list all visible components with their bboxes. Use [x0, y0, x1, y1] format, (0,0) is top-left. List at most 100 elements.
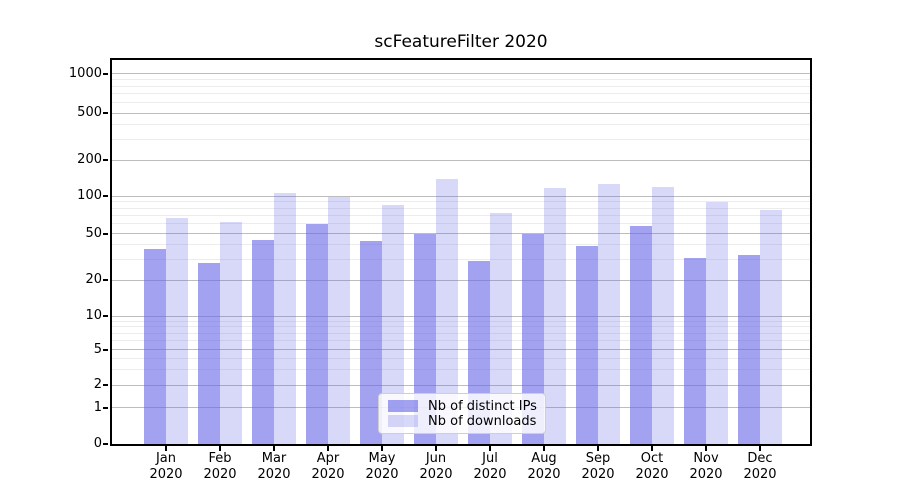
- minor-gridline: [112, 244, 810, 246]
- y-tick-mark: [103, 443, 108, 445]
- y-tick-label: 2: [93, 377, 102, 392]
- bar-distinct-ips: [252, 240, 274, 444]
- minor-gridline: [112, 85, 810, 87]
- bar-downloads: [490, 213, 512, 444]
- minor-gridline: [112, 357, 810, 359]
- minor-gridline: [112, 368, 810, 370]
- x-tick-mark: [597, 446, 599, 451]
- minor-gridline: [112, 138, 810, 140]
- x-tick-mark: [327, 446, 329, 451]
- bar-downloads: [760, 210, 782, 444]
- y-tick-label: 50: [85, 225, 102, 241]
- x-tick-label: Jan 2020: [149, 451, 183, 482]
- x-tick-mark: [219, 446, 221, 451]
- y-tick-mark: [103, 72, 108, 75]
- major-gridline: [112, 195, 810, 197]
- x-tick-mark: [381, 446, 383, 451]
- y-tick-label: 500: [77, 105, 102, 120]
- major-gridline: [112, 279, 810, 281]
- bar-distinct-ips: [306, 223, 328, 444]
- x-tick-mark: [651, 446, 653, 451]
- y-tick-mark: [103, 315, 108, 317]
- bar-distinct-ips: [360, 241, 382, 444]
- chart-title: scFeatureFilter 2020: [374, 32, 548, 52]
- y-tick-label: 20: [85, 272, 102, 287]
- minor-gridline: [112, 258, 810, 260]
- major-gridline: [112, 159, 810, 161]
- bar-downloads: [274, 192, 296, 444]
- bar-distinct-ips: [522, 233, 544, 444]
- y-tick-label: 0: [93, 436, 102, 451]
- plot-area: Nb of distinct IPs Nb of downloads: [110, 58, 812, 446]
- bar-distinct-ips: [684, 257, 706, 444]
- minor-gridline: [112, 320, 810, 322]
- legend-label-downloads: Nb of downloads: [428, 413, 537, 429]
- y-tick-mark: [103, 406, 108, 409]
- x-tick-label: Nov 2020: [689, 451, 723, 482]
- minor-gridline: [112, 214, 810, 216]
- x-tick-label: Jun 2020: [419, 451, 453, 482]
- x-tick-label: May 2020: [365, 451, 399, 482]
- x-tick-mark: [273, 446, 275, 451]
- y-tick-label: 200: [77, 152, 102, 167]
- legend-label-distinct-ips: Nb of distinct IPs: [428, 398, 537, 414]
- y-tick-mark: [103, 384, 108, 386]
- bar-distinct-ips: [738, 254, 760, 444]
- minor-gridline: [112, 326, 810, 328]
- minor-gridline: [112, 340, 810, 342]
- bar-downloads: [652, 187, 674, 444]
- bar-distinct-ips: [198, 262, 220, 444]
- minor-gridline: [112, 102, 810, 104]
- y-tick-label: 1: [93, 399, 102, 415]
- minor-gridline: [112, 79, 810, 80]
- y-tick-label: 100: [77, 188, 102, 203]
- bar-distinct-ips: [630, 226, 652, 444]
- legend-swatch-distinct-ips: [388, 400, 418, 412]
- y-tick-mark: [103, 232, 108, 235]
- bar-downloads: [220, 221, 242, 444]
- y-tick-mark: [103, 279, 108, 281]
- major-gridline: [112, 112, 810, 114]
- legend-item-distinct-ips: Nb of distinct IPs: [388, 398, 537, 414]
- minor-gridline: [112, 332, 810, 334]
- legend-item-downloads: Nb of downloads: [388, 413, 537, 429]
- x-tick-mark: [705, 446, 707, 451]
- minor-gridline: [112, 201, 810, 203]
- x-tick-label: Oct 2020: [635, 451, 669, 482]
- y-tick-label: 1000: [68, 65, 102, 81]
- minor-gridline: [112, 207, 810, 209]
- bar-downloads: [598, 184, 620, 444]
- bar-distinct-ips: [576, 246, 598, 444]
- x-tick-mark: [435, 446, 437, 451]
- major-gridline: [112, 384, 810, 386]
- bar-downloads: [166, 218, 188, 444]
- x-tick-label: Jul 2020: [473, 451, 507, 482]
- legend: Nb of distinct IPs Nb of downloads: [378, 393, 546, 434]
- y-tick-label: 5: [93, 341, 102, 357]
- major-gridline: [112, 349, 810, 350]
- y-tick-mark: [103, 195, 108, 197]
- x-tick-mark: [543, 446, 545, 451]
- x-tick-label: Aug 2020: [527, 451, 561, 482]
- x-tick-label: Dec 2020: [743, 451, 777, 482]
- plot-inner: [112, 60, 810, 444]
- bar-downloads: [328, 197, 350, 444]
- y-tick-mark: [103, 159, 108, 161]
- x-tick-label: Apr 2020: [311, 451, 345, 482]
- bar-downloads: [544, 188, 566, 444]
- y-tick-mark: [103, 112, 108, 114]
- x-tick-label: Mar 2020: [257, 451, 291, 482]
- x-tick-mark: [489, 446, 491, 451]
- x-tick-mark: [165, 446, 167, 451]
- bar-downloads: [706, 201, 728, 444]
- major-gridline: [112, 233, 810, 234]
- major-gridline: [112, 315, 810, 317]
- y-tick-label: 10: [85, 308, 102, 323]
- bar-downloads: [382, 204, 404, 444]
- legend-swatch-downloads: [388, 415, 418, 427]
- minor-gridline: [112, 123, 810, 125]
- minor-gridline: [112, 93, 810, 95]
- x-tick-mark: [759, 446, 761, 451]
- bar-distinct-ips: [414, 233, 436, 444]
